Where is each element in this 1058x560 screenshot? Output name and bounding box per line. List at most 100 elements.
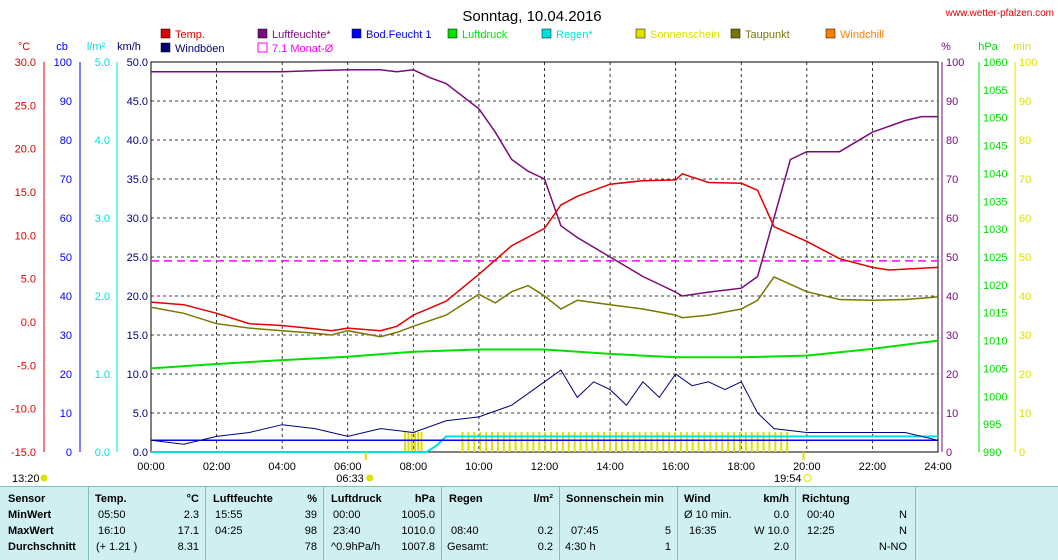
series-line-luftfeuchte: [151, 69, 938, 297]
sunshine-bar: [420, 432, 423, 452]
sunshine-bar: [461, 432, 464, 452]
sun-avg-value: 1: [664, 541, 671, 553]
sunshine-bar: [679, 432, 682, 452]
sunshine-bar: [715, 432, 718, 452]
legend-label: Luftdruck: [462, 29, 508, 41]
unit-temp: °C: [186, 493, 199, 505]
col-sensor: Sensor MinWert MaxWert Durchschnitt: [0, 487, 89, 560]
legend-label: Sonnenschein: [650, 29, 720, 41]
wind-tick-label: 15.0: [127, 330, 148, 342]
cb-tick-label: 40: [60, 291, 72, 303]
sunshine-bar: [738, 432, 741, 452]
sunshine-bar: [514, 432, 517, 452]
sunshine-bar: [620, 432, 623, 452]
series-line-temp: [150, 172, 939, 332]
wind-tick-label: 50.0: [127, 57, 148, 69]
x-tick-label: 18:00: [727, 461, 755, 473]
sunshine-bar: [685, 432, 688, 452]
cb-tick-label: 90: [60, 96, 72, 108]
humidity-tick-label: 30: [946, 330, 958, 342]
legend-label: Temp.: [175, 29, 205, 41]
sunshine-bar: [502, 432, 505, 452]
unit-pressure: hPa: [414, 493, 435, 505]
col-pressure: Luftdruck hPa 00:00 1005.0 23:40 1010.0 …: [323, 487, 442, 560]
legend-label: Taupunkt: [745, 29, 790, 41]
pressure-tick-label: 1010: [983, 336, 1007, 348]
sunshine-bar: [727, 432, 730, 452]
header-pressure: Luftdruck: [331, 493, 382, 505]
pressure-tick-label: 1035: [983, 196, 1007, 208]
col-direction: Richtung 00:40 N 12:25 N N-NO: [795, 487, 916, 560]
temp-unit-label: °C: [18, 41, 30, 53]
moon-icon: [803, 474, 812, 482]
wind-max-value: W 10.0: [754, 525, 789, 537]
rain-total-value: 0.2: [537, 541, 553, 553]
rain-tick-label: 2.0: [95, 291, 110, 303]
temp-tick-label: 20.0: [15, 144, 36, 156]
rain-tick-label: 1.0: [95, 369, 110, 381]
x-tick-label: 12:00: [531, 461, 559, 473]
header-sunshine: Sonnenschein min: [566, 493, 664, 505]
sunshine-bar: [703, 432, 706, 452]
humidity-unit-label: %: [941, 41, 951, 53]
pressure-tick-label: 1050: [983, 113, 1007, 125]
x-tick-label: 04:00: [268, 461, 296, 473]
press-max-time: 23:40: [333, 525, 361, 537]
rain-total-label: Gesamt:: [447, 541, 489, 553]
wind-tick-label: 10.0: [127, 369, 148, 381]
temp-tick-label: 0.0: [21, 317, 36, 329]
legend-swatch: [257, 28, 268, 39]
header-direction: Richtung: [802, 493, 850, 505]
wind-tick-label: 40.0: [127, 135, 148, 147]
sunshine-bars: [404, 432, 789, 452]
wind-avg-value: 2.0: [773, 541, 789, 553]
sunshine-bar: [407, 432, 410, 452]
legend-swatch: [351, 28, 362, 39]
humidity-tick-label: 0: [946, 447, 952, 459]
sun-tick-label: 60: [1019, 213, 1031, 225]
legend-swatch: [447, 28, 458, 39]
sunshine-bar: [721, 432, 724, 452]
x-tick-label: 14:00: [596, 461, 624, 473]
temp-avg-value: 8.31: [177, 541, 199, 553]
sunshine-bar: [609, 432, 612, 452]
header-wind: Wind: [684, 493, 711, 505]
sunshine-bar: [762, 432, 765, 452]
humidity-tick-label: 20: [946, 369, 958, 381]
wind-tick-label: 25.0: [127, 252, 148, 264]
sunshine-bar: [614, 432, 617, 452]
wind-unit-label: km/h: [117, 41, 141, 53]
sun-max-value: 5: [664, 525, 671, 537]
pressure-tick-label: 1055: [983, 85, 1007, 97]
row-label-max: MaxWert: [8, 525, 54, 537]
summary-table: Sensor MinWert MaxWert Durchschnitt Temp…: [0, 486, 1058, 560]
sun-tick-label: 40: [1019, 291, 1031, 303]
sun-tick-label: 100: [1019, 57, 1037, 69]
legend-label: Windchill: [840, 29, 884, 41]
temp-min-time: 05:50: [98, 509, 126, 521]
pressure-tick-label: 1045: [983, 141, 1007, 153]
dir-max-value: N: [899, 525, 907, 537]
moon-icon: [40, 474, 48, 482]
humidity-tick-label: 100: [946, 57, 964, 69]
sunshine-bar: [668, 432, 671, 452]
sunshine-bar: [544, 432, 547, 452]
hum-max-time: 04:25: [215, 525, 243, 537]
sunshine-bar: [410, 432, 413, 452]
temp-tick-label: 10.0: [15, 230, 36, 242]
humidity-tick-label: 60: [946, 213, 958, 225]
sun-unit-label: min: [1013, 41, 1031, 53]
pressure-tick-label: 1030: [983, 224, 1007, 236]
humidity-tick-label: 90: [946, 96, 958, 108]
chart-title: Sonntag, 10.04.2016: [462, 8, 601, 25]
wind-tick-label: 0.0: [133, 447, 148, 459]
header-rain: Regen: [449, 493, 483, 505]
sun-tick-label: 70: [1019, 174, 1031, 186]
sunshine-bar: [413, 432, 416, 452]
legend-label: Windböen: [175, 43, 225, 55]
header-humidity: Luftfeuchte: [213, 493, 273, 505]
dir-max-time: 12:25: [807, 525, 835, 537]
pressure-tick-label: 1020: [983, 280, 1007, 292]
press-trend: ^0.9hPa/h: [331, 541, 381, 553]
pressure-tick-label: 1060: [983, 57, 1007, 69]
